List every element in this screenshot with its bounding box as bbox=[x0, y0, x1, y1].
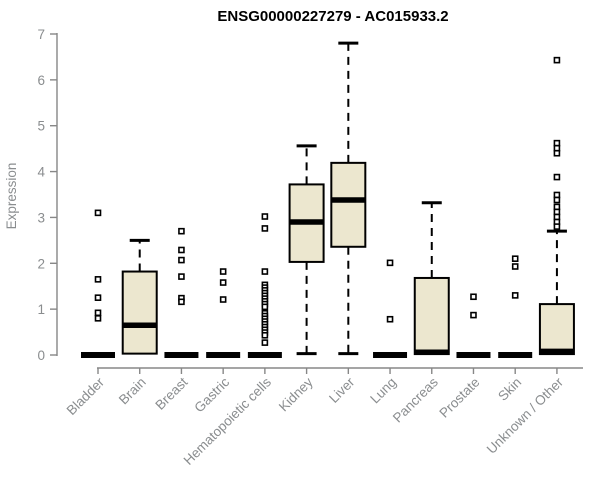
y-tick-label: 2 bbox=[37, 256, 45, 271]
y-tick-label: 3 bbox=[37, 210, 45, 225]
outlier-point bbox=[219, 296, 227, 303]
boxplot-prostate bbox=[456, 293, 491, 358]
outlier-point bbox=[470, 293, 477, 301]
x-tick-label-brain: Brain bbox=[116, 375, 149, 408]
box bbox=[413, 276, 450, 356]
x-tick-label-breast: Breast bbox=[152, 374, 190, 412]
outlier-point bbox=[261, 268, 269, 275]
outlier-point bbox=[511, 263, 519, 270]
outlier-point bbox=[178, 273, 185, 280]
outlier-point bbox=[94, 309, 102, 317]
boxplot-lung bbox=[373, 259, 408, 358]
outlier-point bbox=[261, 303, 269, 311]
boxplot-pancreas bbox=[413, 201, 450, 356]
boxplot-skin bbox=[498, 255, 533, 358]
x-tick-label-pancreas: Pancreas bbox=[390, 374, 441, 425]
box bbox=[121, 270, 158, 355]
x-tick-label-prostate: Prostate bbox=[436, 375, 482, 421]
outlier-point bbox=[261, 339, 269, 346]
outlier-point bbox=[261, 331, 269, 339]
outlier-point bbox=[553, 196, 561, 204]
box bbox=[538, 303, 575, 356]
outlier-point bbox=[511, 255, 519, 263]
outlier-point bbox=[94, 294, 102, 301]
outlier-point bbox=[553, 223, 561, 230]
x-tick-label-kidney: Kidney bbox=[276, 374, 316, 414]
x-tick-label-lung: Lung bbox=[367, 375, 399, 407]
boxplot-brain bbox=[121, 238, 158, 355]
outlier-point bbox=[386, 315, 394, 323]
box bbox=[330, 161, 367, 248]
outlier-point bbox=[386, 259, 394, 267]
boxplot-hematopoietic-cells bbox=[247, 213, 282, 358]
x-tick-label-bladder: Bladder bbox=[64, 374, 108, 418]
outlier-point bbox=[94, 209, 102, 217]
outlier-point bbox=[553, 56, 561, 64]
outlier-point bbox=[261, 213, 269, 220]
y-tick-label: 6 bbox=[37, 73, 45, 88]
outlier-point bbox=[178, 298, 185, 306]
y-tick-label: 4 bbox=[37, 165, 45, 180]
y-tick-label: 0 bbox=[37, 348, 45, 363]
boxplot-bladder bbox=[81, 209, 115, 358]
outlier-point bbox=[261, 225, 269, 232]
y-tick-label: 5 bbox=[37, 119, 45, 134]
y-axis-title: Expression bbox=[4, 163, 19, 230]
boxplot-breast bbox=[164, 227, 199, 358]
x-tick-label-unknown-other: Unknown / Other bbox=[484, 374, 567, 457]
outlier-point bbox=[553, 149, 561, 157]
outlier-point bbox=[219, 279, 227, 286]
x-tick-label-skin: Skin bbox=[495, 375, 524, 404]
outlier-point bbox=[511, 292, 519, 299]
boxplot-kidney bbox=[288, 144, 325, 356]
outlier-point bbox=[553, 173, 561, 181]
outlier-point bbox=[94, 276, 102, 283]
chart-title: ENSG00000227279 - AC015933.2 bbox=[217, 8, 448, 25]
boxplot-gastric bbox=[206, 268, 241, 358]
y-tick-label: 7 bbox=[37, 27, 45, 42]
x-tick-label-gastric: Gastric bbox=[191, 374, 232, 415]
outlier-point bbox=[178, 246, 185, 254]
outlier-point bbox=[219, 268, 227, 275]
outlier-point bbox=[178, 256, 185, 264]
boxplot-liver bbox=[330, 41, 367, 356]
outlier-point bbox=[94, 315, 102, 322]
y-tick-label: 1 bbox=[37, 302, 45, 317]
outlier-point bbox=[470, 311, 477, 319]
plot-area bbox=[81, 41, 575, 358]
boxplot-unknown-other bbox=[538, 56, 575, 356]
x-tick-label-liver: Liver bbox=[326, 374, 358, 406]
outlier-point bbox=[178, 227, 185, 235]
